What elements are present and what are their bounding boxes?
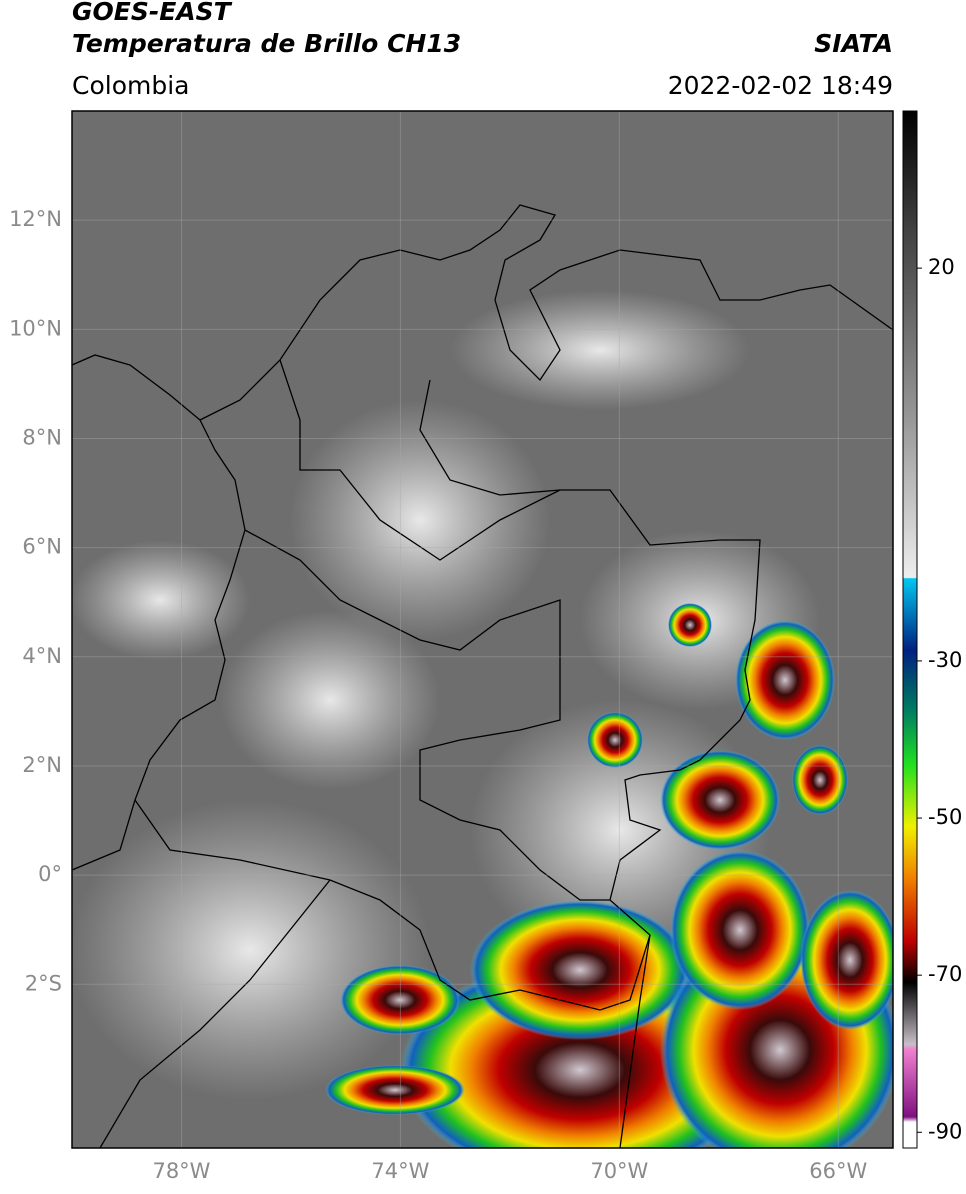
- colorbar-tick-label: -50: [928, 805, 962, 829]
- storm: [325, 1065, 465, 1115]
- storm: [800, 890, 893, 1030]
- coastline: [199, 204, 893, 421]
- storm: [670, 850, 810, 1010]
- storm: [792, 745, 848, 815]
- lat-tick-label: 2°N: [22, 753, 62, 777]
- lat-tick-label: 12°N: [9, 207, 62, 231]
- cloud: [450, 290, 750, 410]
- storm: [735, 620, 835, 740]
- lon-tick-label: 74°W: [371, 1159, 429, 1183]
- border: [134, 799, 651, 1011]
- lon-tick-label: 66°W: [809, 1159, 867, 1183]
- title: GOES-EAST: [72, 0, 233, 26]
- lon-tick-label: 70°W: [590, 1159, 648, 1183]
- satellite-image: [72, 111, 893, 1148]
- cloud: [72, 800, 430, 1100]
- cloud: [220, 610, 440, 790]
- storm: [470, 900, 690, 1040]
- colorbar-tick-label: 20: [928, 255, 955, 279]
- colorbar-tick-label: -70: [928, 962, 962, 986]
- lat-tick-label: 2°S: [25, 971, 62, 995]
- storm: [668, 603, 712, 647]
- border: [419, 379, 761, 1148]
- lat-tick-label: 0°: [38, 862, 62, 886]
- subtitle: Temperatura de Brillo CH13: [72, 29, 461, 58]
- colorbar-tick-label: -30: [928, 648, 962, 672]
- cloud: [290, 400, 550, 640]
- lat-tick-label: 4°N: [22, 644, 62, 668]
- border: [99, 879, 331, 1148]
- department-border: [279, 359, 561, 561]
- region: Colombia: [72, 71, 189, 100]
- cloud: [72, 540, 250, 660]
- lat-tick-label: 8°N: [22, 425, 62, 449]
- datetime: 2022-02-02 18:49: [668, 71, 893, 100]
- colorbar: [902, 110, 918, 1149]
- colorbar-tick-label: -90: [928, 1119, 962, 1143]
- graticule: [72, 111, 893, 1148]
- lon-tick-label: 78°W: [152, 1159, 210, 1183]
- lat-tick-label: 6°N: [22, 535, 62, 559]
- storm: [340, 965, 460, 1035]
- lat-tick-label: 10°N: [9, 316, 62, 340]
- department-border: [244, 529, 610, 901]
- storm: [587, 712, 643, 768]
- coastline: [72, 354, 246, 871]
- source: SIATA: [814, 29, 893, 58]
- map-frame: [71, 110, 894, 1149]
- storm: [660, 750, 780, 850]
